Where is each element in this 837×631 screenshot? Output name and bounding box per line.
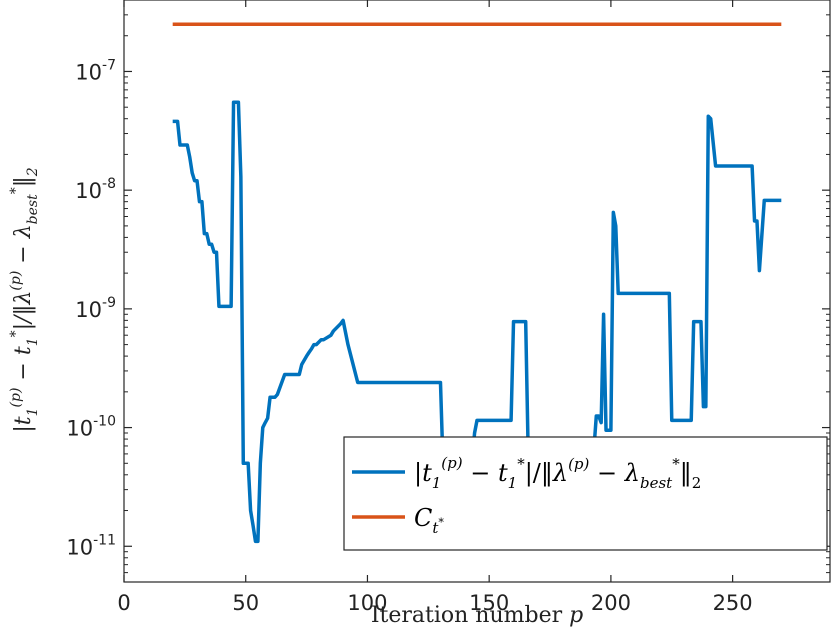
legend: |t1(p) − t1*|/‖λ(p) − λbest*‖2 Ct* (343, 436, 828, 551)
legend-box (343, 436, 828, 551)
y-tick-label: 10-9 (75, 295, 116, 322)
x-tick-label: 200 (591, 591, 631, 615)
x-tick-label: 0 (117, 591, 130, 615)
y-tick-label: 10-8 (75, 176, 116, 203)
plot-area (123, 0, 831, 583)
x-tick-label: 150 (469, 591, 509, 615)
series-ratio-line (172, 100, 782, 544)
x-axis-label: Iteration number p (371, 603, 583, 628)
x-tick-label: 250 (713, 591, 753, 615)
axis-ticks: 0 50 100 150 200 250 10-11 10-10 10-9 10-8 10-7 (66, 0, 830, 615)
y-tick-label: 10-7 (75, 57, 116, 84)
x-tick-label: 50 (232, 591, 259, 615)
y-tick-label: 10-11 (66, 532, 116, 559)
y-tick-label: 10-10 (66, 414, 116, 441)
y-axis-label: |t1(p) − t1*|/‖λ(p) − λbest*‖2 (8, 167, 41, 432)
x-tick-label: 100 (347, 591, 387, 615)
series-layer (172, 22, 782, 544)
legend-label-ratio: |t1(p) − t1*|/‖λ(p) − λbest*‖2 (414, 454, 701, 492)
